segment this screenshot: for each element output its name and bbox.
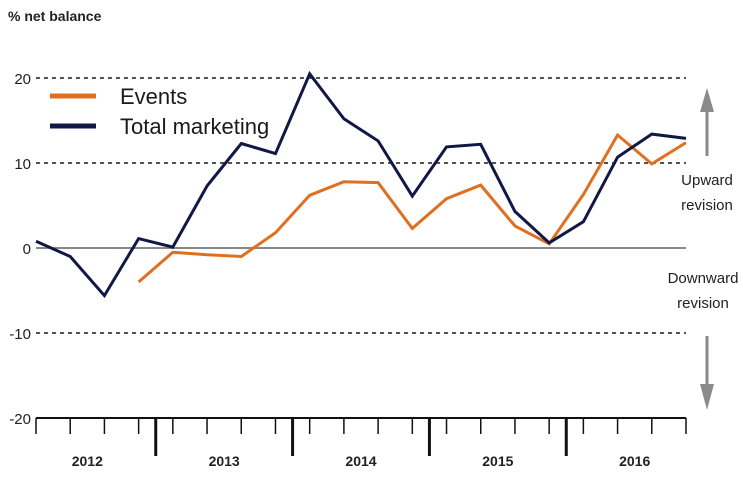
x-year-label: 2013 — [209, 453, 240, 469]
x-year-label: 2014 — [345, 453, 376, 469]
y-tick-label: -20 — [9, 411, 31, 428]
y-tick-label: 20 — [14, 71, 31, 88]
x-year-label: 2016 — [619, 453, 650, 469]
x-axis: 2012 2013 2014 2015 2016 — [35, 417, 687, 469]
legend-label-total-marketing: Total marketing — [120, 114, 269, 139]
gridlines — [36, 77, 686, 334]
y-tick-label: -10 — [9, 326, 31, 343]
chart-title: % net balance — [8, 8, 102, 24]
y-tick-label: 10 — [14, 156, 31, 173]
legend: Events Total marketing — [50, 84, 269, 139]
revision-annotations: Upward revision Downward revision — [668, 88, 739, 410]
series-lines — [35, 70, 687, 299]
y-axis-labels: -20 -10 0 10 20 — [9, 71, 31, 428]
upward-arrow-head — [700, 88, 714, 112]
y-tick-label: 0 — [23, 241, 31, 258]
series-line-total-marketing — [35, 70, 687, 299]
downward-arrow-head — [700, 384, 714, 410]
legend-label-events: Events — [120, 84, 187, 109]
series-line-events — [137, 132, 687, 284]
x-year-label: 2012 — [72, 453, 103, 469]
downward-revision-label: Downward revision — [668, 270, 739, 312]
x-year-label: 2015 — [482, 453, 513, 469]
upward-revision-label: Upward revision — [681, 172, 733, 214]
